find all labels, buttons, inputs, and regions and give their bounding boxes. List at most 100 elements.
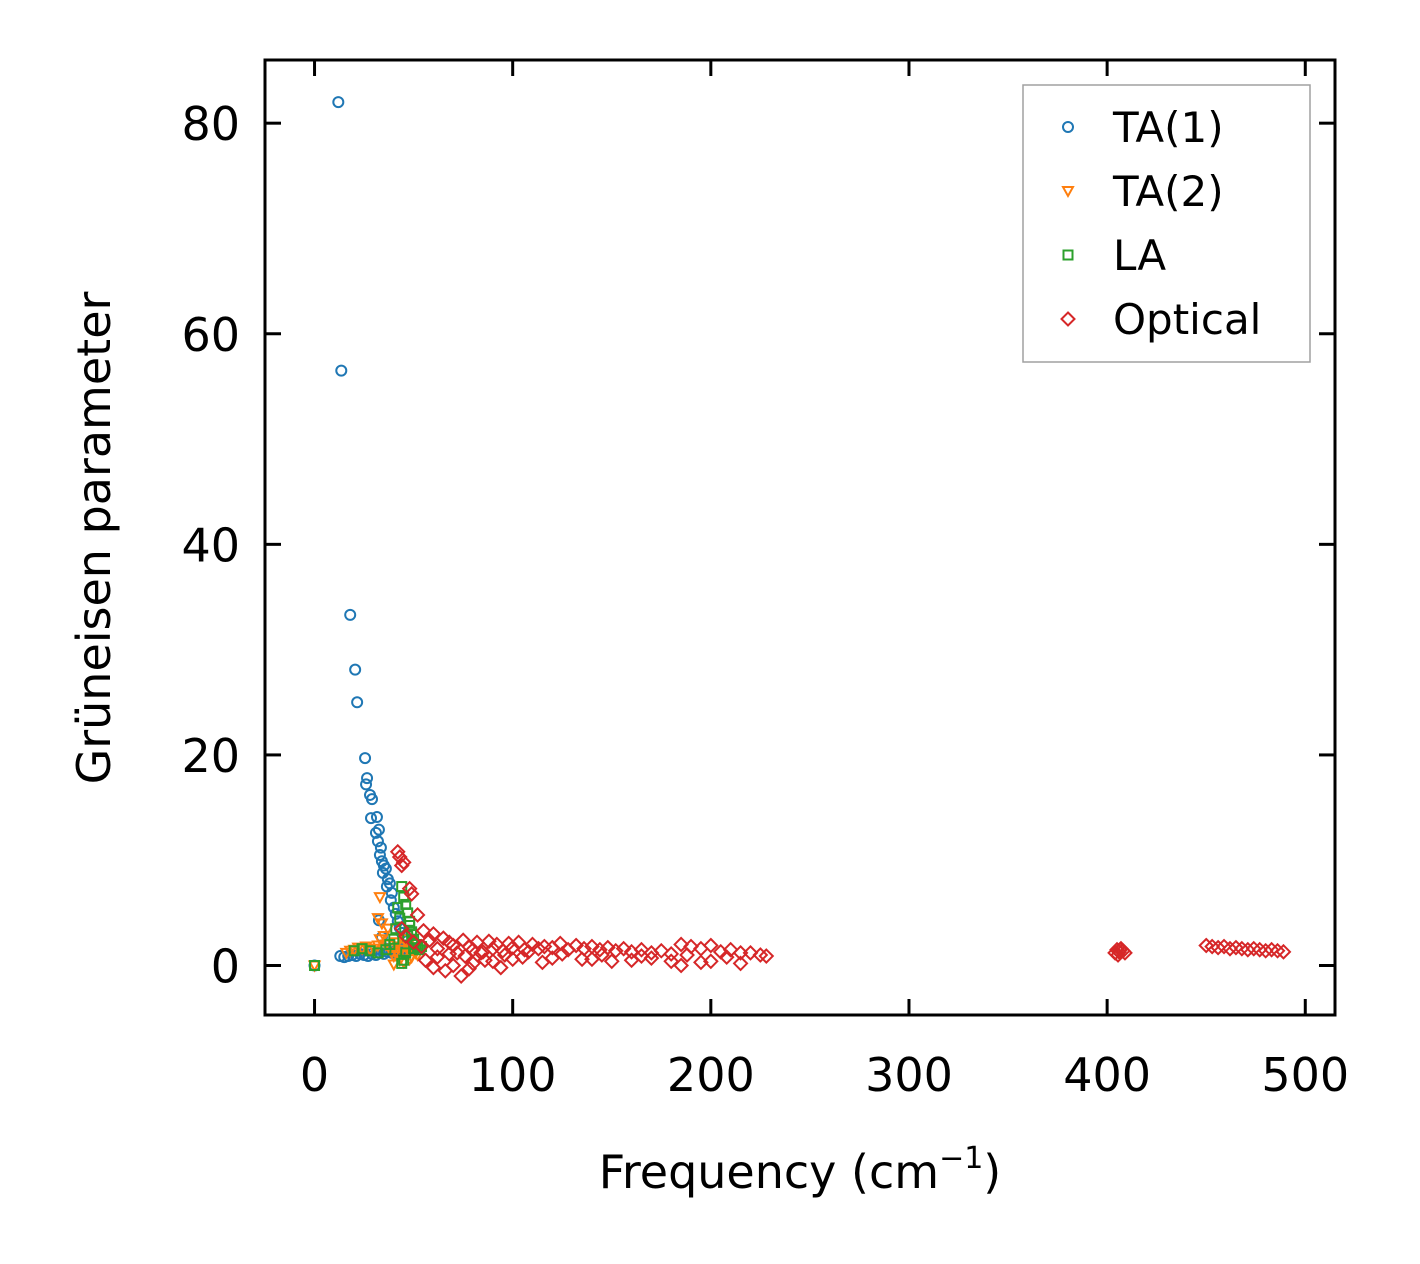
data-point [673, 936, 690, 953]
data-point [702, 937, 719, 954]
y-tick-label: 40 [181, 518, 240, 572]
data-point [653, 942, 670, 959]
data-point [742, 944, 759, 961]
data-point [389, 843, 406, 860]
data-point [372, 947, 384, 959]
data-point [633, 948, 650, 964]
data-point [429, 940, 446, 957]
data-point [409, 907, 426, 923]
data-point [360, 778, 373, 791]
legend-entry: Optical [1060, 295, 1261, 344]
legend-entry: TA(1) [1062, 103, 1224, 152]
x-tick-label: 400 [1063, 1048, 1151, 1102]
y-axis-title: Grüneisen parameter [67, 291, 121, 784]
legend-marker [1060, 311, 1076, 327]
data-point [373, 848, 386, 861]
data-point [453, 968, 470, 984]
data-point [374, 841, 387, 854]
data-point [435, 930, 452, 947]
plot-area-frame [263, 58, 1337, 1017]
data-point [403, 885, 420, 902]
x-tick-label: 100 [469, 1048, 557, 1102]
y-tick-label: 60 [181, 308, 240, 362]
legend-label: LA [1113, 231, 1166, 280]
legend-label: TA(1) [1112, 103, 1224, 152]
data-point [417, 952, 434, 969]
data-point [371, 913, 385, 926]
data-point [473, 944, 489, 961]
data-point [504, 939, 521, 956]
data-point [425, 959, 442, 976]
data-point [441, 946, 458, 962]
data-point [373, 934, 387, 947]
x-axis-title: Frequency (cm−1) [599, 1141, 1002, 1199]
data-point [593, 947, 610, 963]
data-point [425, 926, 442, 942]
data-point [309, 960, 321, 972]
data-point [461, 960, 478, 977]
legend-label: Optical [1113, 295, 1261, 344]
x-axis-title-exponent: −1 [939, 1141, 983, 1176]
data-point [349, 663, 362, 676]
data-point [372, 823, 385, 836]
data-point [384, 894, 397, 907]
data-point [370, 811, 383, 824]
data-point [344, 608, 357, 621]
legend-marker [1062, 249, 1074, 261]
data-point [1251, 941, 1268, 958]
data-point [390, 923, 402, 935]
data-point [663, 953, 680, 970]
x-tick-label: 500 [1261, 1048, 1349, 1102]
legend-label: TA(2) [1112, 167, 1224, 216]
data-point [371, 835, 384, 848]
data-point [718, 949, 735, 966]
data-point [395, 854, 412, 871]
data-point [702, 953, 719, 970]
data-point [361, 772, 374, 785]
data-point [1210, 939, 1227, 956]
data-point [484, 953, 501, 970]
data-point [530, 940, 547, 957]
data-point [373, 892, 387, 905]
data-point [574, 951, 590, 968]
data-point [679, 947, 695, 963]
data-point [758, 948, 775, 964]
data-point [364, 945, 376, 957]
data-point [524, 936, 541, 953]
data-point [1222, 940, 1238, 957]
data-point [1204, 938, 1221, 955]
data-point [398, 954, 410, 966]
data-point [1239, 941, 1256, 958]
data-point [377, 931, 391, 944]
series-la [309, 881, 428, 972]
y-tick-label: 20 [181, 729, 240, 783]
data-point [359, 752, 372, 765]
data-point [1112, 941, 1128, 958]
data-point [520, 943, 537, 960]
data-point [457, 948, 474, 964]
data-point [514, 949, 531, 966]
data-point [480, 933, 497, 950]
data-point [356, 943, 368, 955]
data-point [401, 880, 418, 897]
legend-marker [1061, 186, 1075, 199]
data-point [1228, 939, 1244, 956]
data-point [603, 953, 620, 970]
data-point [365, 812, 378, 825]
axis-ticks [265, 60, 1335, 1015]
data-point [732, 955, 749, 972]
data-point [385, 886, 398, 899]
data-point [404, 915, 416, 927]
data-point [405, 934, 422, 951]
data-point [1233, 940, 1250, 957]
data-point [348, 945, 360, 957]
data-point [445, 957, 462, 974]
data-point [429, 949, 446, 966]
legend: TA(1) TA(2) LA Optical [1022, 84, 1311, 363]
data-point [421, 932, 438, 949]
x-tick-label: 0 [300, 1048, 329, 1102]
legend-entry: LA [1062, 231, 1166, 280]
data-point [492, 959, 509, 976]
y-tick-label: 80 [181, 97, 240, 151]
